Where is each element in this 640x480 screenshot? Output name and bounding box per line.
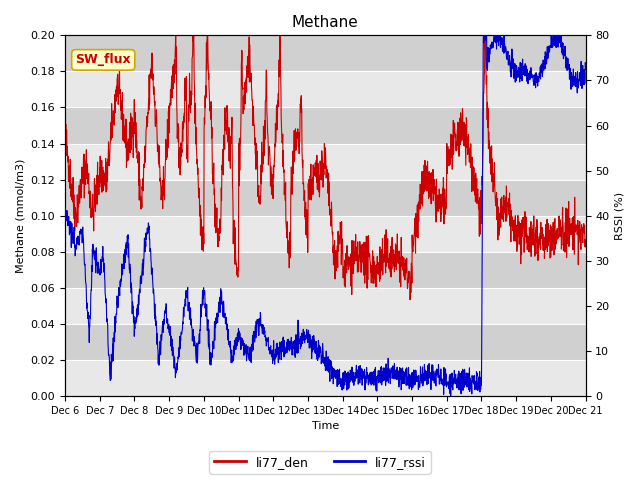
Bar: [65, 288, 586, 324]
Bar: [65, 216, 586, 252]
Bar: [65, 108, 586, 144]
Bar: [65, 72, 586, 108]
Legend: li77_den, li77_rssi: li77_den, li77_rssi: [209, 451, 431, 474]
Bar: [65, 144, 586, 180]
Bar: [65, 36, 586, 72]
Bar: [65, 360, 586, 396]
Y-axis label: RSSI (%): RSSI (%): [615, 192, 625, 240]
X-axis label: Time: Time: [312, 421, 339, 432]
Y-axis label: Methane (mmol/m3): Methane (mmol/m3): [15, 158, 25, 273]
Text: SW_flux: SW_flux: [76, 53, 131, 66]
Bar: [65, 324, 586, 360]
Title: Methane: Methane: [292, 15, 358, 30]
Bar: [65, 252, 586, 288]
Bar: [65, 180, 586, 216]
